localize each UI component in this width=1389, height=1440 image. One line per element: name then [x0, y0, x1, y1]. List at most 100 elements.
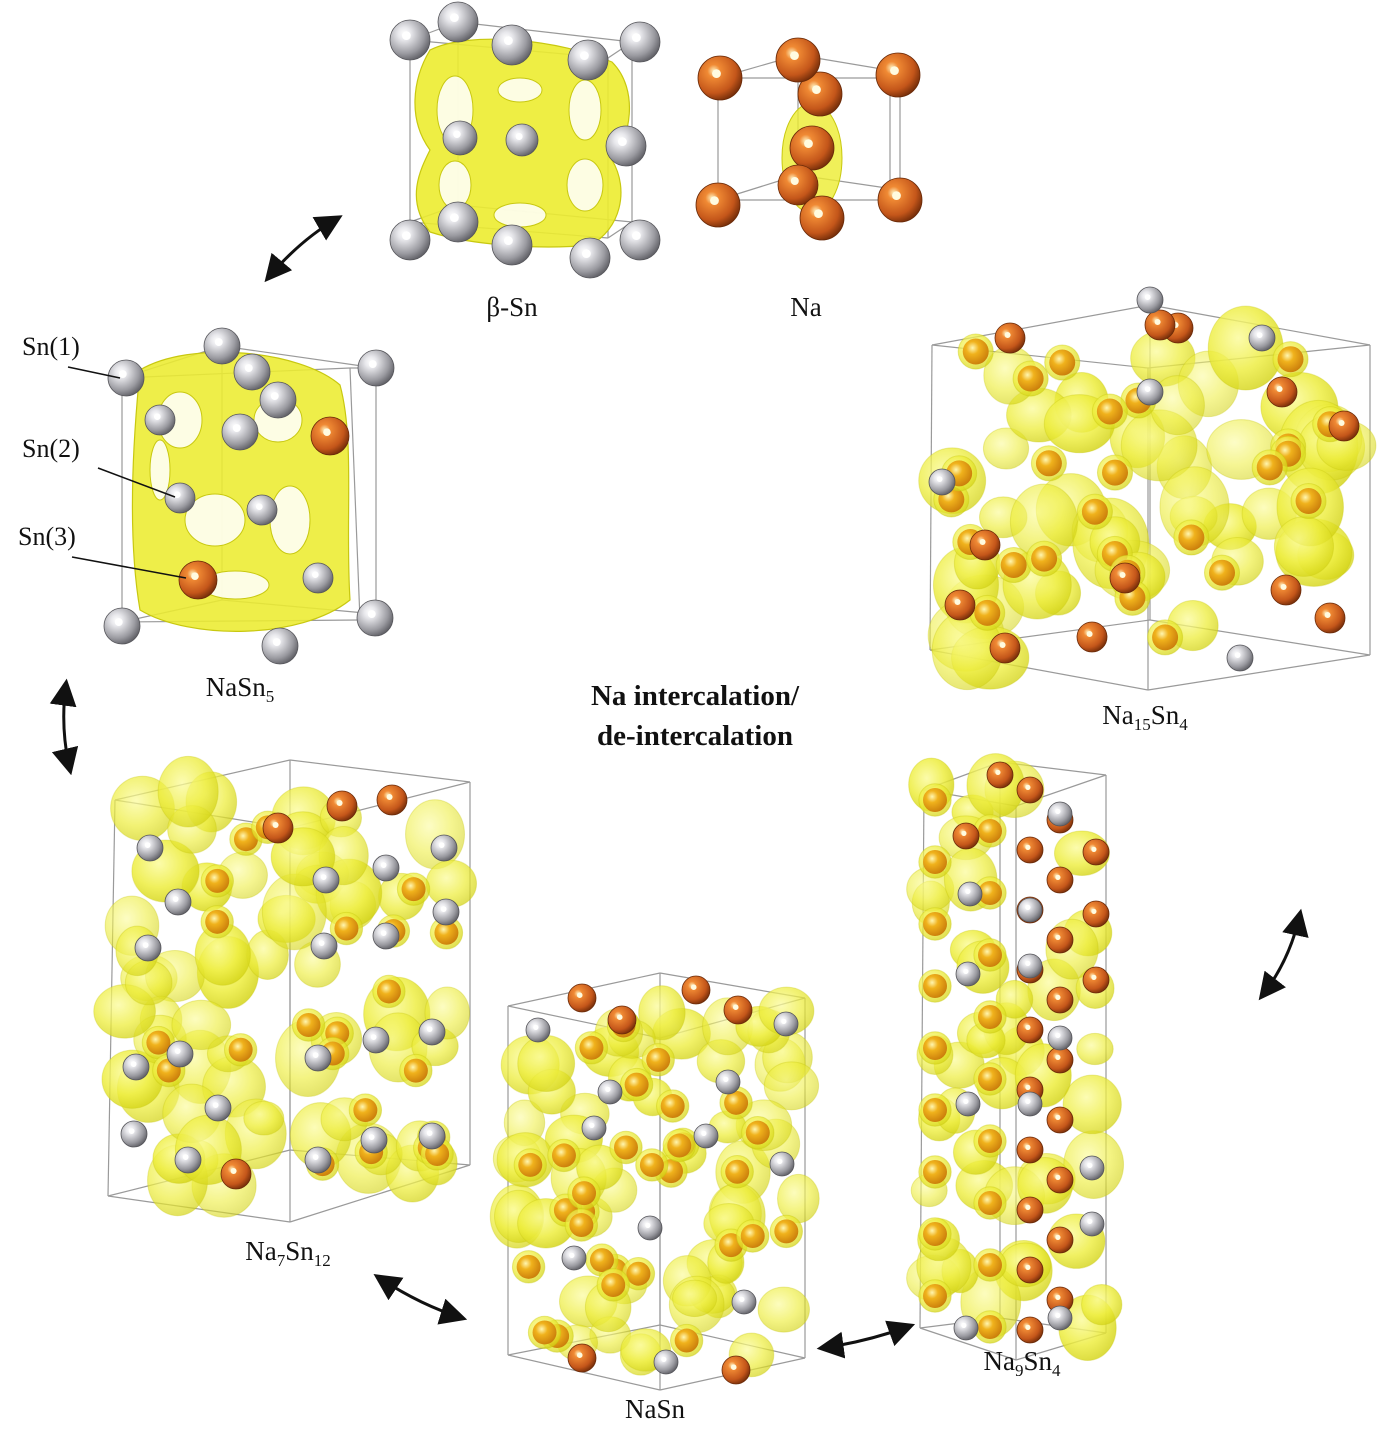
na-atom-highlight: [890, 66, 899, 75]
sn-atom-highlight: [965, 888, 971, 894]
sn-atom-highlight: [118, 370, 127, 379]
na-atom-embedded: [646, 1047, 671, 1072]
na-atom-embedded: [639, 1152, 664, 1177]
sn-atom-highlight: [1025, 904, 1031, 910]
na-atom: [262, 812, 294, 844]
sn-atom: [731, 1289, 757, 1315]
na-atom: [799, 195, 845, 241]
na-atom: [721, 1355, 751, 1385]
na-atom-highlight: [1055, 1294, 1061, 1300]
na-atom-highlight: [995, 769, 1001, 776]
sn-atom-highlight: [438, 842, 445, 848]
na-atom-highlight: [954, 599, 961, 605]
structure-beta-sn: [389, 1, 661, 279]
sn-atom: [957, 881, 983, 907]
sn-atom: [246, 494, 278, 526]
sn-atom: [430, 834, 458, 862]
sn-atom-highlight: [504, 36, 513, 45]
sn-atom-highlight: [1256, 332, 1263, 339]
sn-atom: [136, 834, 164, 862]
na-atom-highlight: [191, 572, 199, 580]
na-atom-embedded: [1277, 346, 1304, 373]
sn-atom: [261, 627, 299, 665]
na-atom-embedded: [923, 850, 947, 874]
sn-atom: [581, 1115, 607, 1141]
na-atom-embedded: [1049, 349, 1076, 376]
sn-atom: [357, 349, 395, 387]
na-atom-highlight: [1055, 934, 1061, 941]
label-na15sn4: Na15Sn4: [1102, 700, 1188, 733]
sn-atom: [955, 1091, 981, 1117]
na-atom-embedded: [626, 1261, 651, 1286]
na-atom-highlight: [812, 85, 821, 94]
sn-atom-highlight: [312, 1154, 319, 1160]
na-atom: [877, 177, 923, 223]
na-atom-embedded: [923, 1036, 947, 1060]
sn-atom-highlight: [632, 231, 641, 241]
sn-atom: [174, 1146, 202, 1174]
sn-atom-highlight: [312, 1052, 319, 1058]
sn-atom-highlight: [453, 130, 461, 138]
na-atom-embedded: [1178, 524, 1205, 551]
na-atom-highlight: [1025, 784, 1031, 791]
na-atom-highlight: [1086, 631, 1093, 637]
isosurface-lobe: [405, 799, 465, 870]
na-atom-highlight: [576, 992, 583, 998]
sn-atom: [1017, 897, 1043, 923]
cycle-arrow-beta-sn-to-nasn5: [264, 215, 343, 283]
formula-text: Na: [790, 292, 822, 322]
na-atom: [697, 55, 743, 101]
na-atom-highlight: [1324, 612, 1331, 618]
formula-text: Na: [245, 1236, 277, 1266]
na-atom-embedded: [353, 1098, 378, 1123]
na-atom: [1314, 602, 1346, 634]
sn-atom: [437, 201, 479, 243]
sn-atom-highlight: [605, 1086, 611, 1092]
formula-text: β-Sn: [486, 292, 538, 322]
na-atom-embedded: [572, 1181, 597, 1206]
sn-atom: [120, 1120, 148, 1148]
sn-atom: [637, 1215, 663, 1241]
sn-atom: [107, 359, 145, 397]
na-atom-highlight: [1154, 319, 1161, 325]
nasn5-isosurface-hole: [269, 485, 311, 555]
na-atom-highlight: [892, 191, 901, 201]
sn-atom: [561, 1245, 587, 1271]
na-atom-embedded: [205, 868, 230, 893]
na-atom-highlight: [1025, 844, 1031, 851]
formula-text: NaSn: [205, 672, 266, 702]
na-atom-embedded: [228, 1037, 253, 1062]
na-atom: [1082, 838, 1110, 866]
sn-atom-highlight: [144, 842, 151, 848]
na-atom: [567, 983, 597, 1013]
beta-sn-isosurface-hole: [493, 202, 547, 228]
na-atom-highlight: [1025, 1204, 1031, 1210]
na-atom-highlight: [1091, 846, 1097, 853]
sn-atom: [418, 1122, 446, 1150]
na-atom: [1016, 836, 1044, 864]
sn-atom-highlight: [580, 51, 589, 60]
sn-atom-highlight: [154, 413, 161, 421]
beta-sn-isosurface-hole: [566, 158, 604, 212]
sn-atom: [312, 866, 340, 894]
na-atom: [775, 37, 821, 83]
na-atom: [1046, 1166, 1074, 1194]
na-atom-highlight: [576, 1352, 583, 1358]
na-atom-embedded: [551, 1143, 576, 1168]
sn-atom-highlight: [450, 13, 459, 22]
na-atom-embedded: [1035, 450, 1062, 477]
na-atom-highlight: [1055, 874, 1061, 881]
na-atom-embedded: [1000, 551, 1027, 578]
na-atom-embedded: [978, 881, 1002, 905]
na-atom-embedded: [978, 1191, 1002, 1215]
nasn-cell-edge: [507, 1354, 661, 1391]
center-caption-line1: Na intercalation/: [590, 680, 800, 712]
na-atom: [1046, 1046, 1074, 1074]
sn-atom: [360, 1126, 388, 1154]
center-caption: Na intercalation/ de-intercalation: [591, 676, 799, 756]
na9sn4-cell-edge: [919, 1327, 1017, 1361]
na-atom: [797, 71, 843, 117]
cycle-arrow-na7sn12-to-nasn: [373, 1274, 468, 1325]
na-atom-embedded: [146, 1030, 171, 1055]
na-atom-embedded: [613, 1135, 638, 1160]
